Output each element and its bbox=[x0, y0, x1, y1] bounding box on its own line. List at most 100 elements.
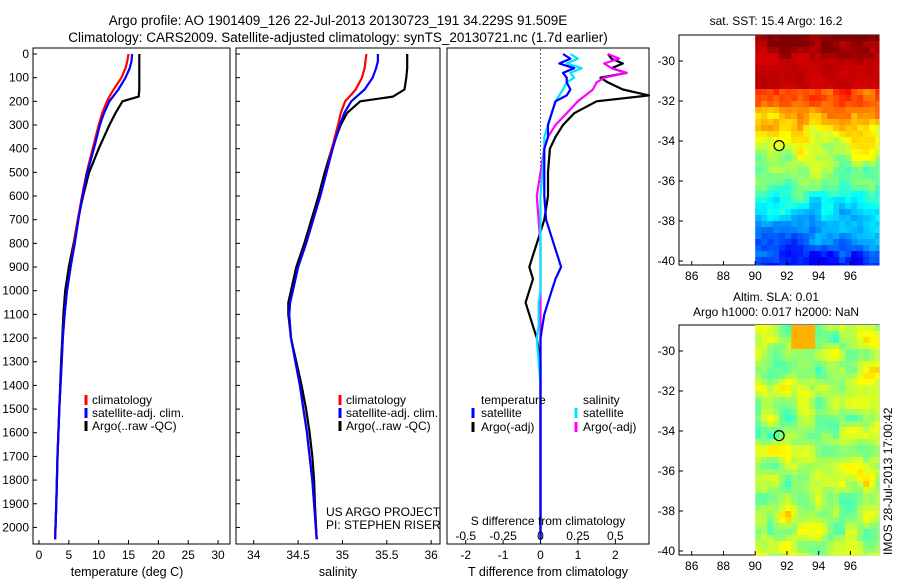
heatmap-cell bbox=[857, 487, 864, 494]
heatmap-cell bbox=[869, 445, 876, 452]
heatmap-cell bbox=[785, 481, 792, 488]
heatmap-cell bbox=[809, 475, 816, 482]
heatmap-cell bbox=[827, 233, 834, 240]
heatmap-cell bbox=[875, 481, 880, 488]
heatmap-cell bbox=[869, 385, 876, 392]
sst-map-title: sat. SST: 15.4 Argo: 16.2 bbox=[710, 14, 843, 28]
heatmap-cell bbox=[767, 403, 774, 410]
heatmap-cell bbox=[863, 403, 870, 410]
heatmap-cell bbox=[779, 397, 786, 404]
heatmap-cell bbox=[767, 125, 774, 132]
heatmap-cell bbox=[791, 227, 798, 234]
heatmap-cell bbox=[875, 517, 880, 524]
heatmap-cell bbox=[803, 343, 810, 350]
heatmap-cell bbox=[755, 523, 762, 530]
heatmap-cell bbox=[851, 251, 858, 258]
heatmap-cell bbox=[821, 439, 828, 446]
heatmap-cell bbox=[863, 227, 870, 234]
heatmap-cell bbox=[761, 481, 768, 488]
heatmap-cell bbox=[809, 245, 816, 252]
heatmap-cell bbox=[869, 361, 876, 368]
heatmap-cell bbox=[857, 451, 864, 458]
heatmap-cell bbox=[857, 385, 864, 392]
argo-salinity-line bbox=[287, 54, 409, 540]
heatmap-cell bbox=[779, 373, 786, 380]
heatmap-cell bbox=[845, 469, 852, 476]
lon-tick-label: 94 bbox=[812, 559, 826, 573]
depth-tick-label: 800 bbox=[9, 236, 29, 250]
heatmap-cell bbox=[779, 379, 786, 386]
heatmap-cell bbox=[857, 535, 864, 542]
heatmap-cell bbox=[827, 35, 834, 42]
heatmap-cell bbox=[869, 71, 876, 78]
heatmap-cell bbox=[839, 445, 846, 452]
heatmap-cell bbox=[845, 239, 852, 246]
heatmap-cell bbox=[809, 463, 816, 470]
sla-map-title-line1: Altim. SLA: 0.01 bbox=[733, 290, 819, 304]
heatmap-cell bbox=[779, 35, 786, 42]
heatmap-cell bbox=[821, 415, 828, 422]
heatmap-cell bbox=[785, 385, 792, 392]
heatmap-cell bbox=[833, 233, 840, 240]
heatmap-cell bbox=[791, 403, 798, 410]
heatmap-cell bbox=[839, 149, 846, 156]
heatmap-cell bbox=[875, 469, 880, 476]
heatmap-cell bbox=[875, 125, 880, 132]
heatmap-cell bbox=[821, 143, 828, 150]
heatmap-cell bbox=[773, 391, 780, 398]
heatmap-cell bbox=[821, 179, 828, 186]
heatmap-cell bbox=[809, 263, 816, 266]
depth-tick-label: 700 bbox=[9, 213, 29, 227]
heatmap-cell bbox=[821, 451, 828, 458]
heatmap-cell bbox=[773, 553, 780, 556]
heatmap-cell bbox=[797, 373, 804, 380]
heatmap-cell bbox=[809, 227, 816, 234]
heatmap-cell bbox=[815, 137, 822, 144]
heatmap-cell bbox=[833, 397, 840, 404]
heatmap-cell bbox=[803, 517, 810, 524]
lat-tick-label: -30 bbox=[658, 54, 676, 68]
heatmap-cell bbox=[839, 65, 846, 72]
heatmap-cell bbox=[827, 101, 834, 108]
heatmap-cell bbox=[803, 143, 810, 150]
heatmap-cell bbox=[791, 77, 798, 84]
heatmap-cell bbox=[779, 391, 786, 398]
heatmap-cell bbox=[803, 523, 810, 530]
satellite-temperature-difference-line bbox=[539, 53, 576, 540]
s-tick-label: -0.25 bbox=[489, 529, 517, 543]
heatmap-cell bbox=[839, 245, 846, 252]
heatmap-cell bbox=[755, 505, 762, 512]
heatmap-cell bbox=[809, 349, 816, 356]
heatmap-cell bbox=[815, 343, 822, 350]
heatmap-cell bbox=[869, 107, 876, 114]
heatmap-cell bbox=[773, 427, 780, 434]
heatmap-cell bbox=[845, 131, 852, 138]
heatmap-cell bbox=[821, 517, 828, 524]
heatmap-cell bbox=[851, 155, 858, 162]
heatmap-cell bbox=[791, 541, 798, 548]
heatmap-cell bbox=[761, 421, 768, 428]
heatmap-cell bbox=[815, 245, 822, 252]
heatmap-cell bbox=[791, 143, 798, 150]
heatmap-cell bbox=[815, 355, 822, 362]
heatmap-cell bbox=[863, 343, 870, 350]
heatmap-cell bbox=[821, 481, 828, 488]
heatmap-cell bbox=[761, 469, 768, 476]
heatmap-cell bbox=[755, 95, 762, 102]
heatmap-cell bbox=[833, 529, 840, 536]
heatmap-cell bbox=[833, 355, 840, 362]
heatmap-cell bbox=[773, 349, 780, 356]
heatmap-cell bbox=[839, 101, 846, 108]
heatmap-cell bbox=[839, 469, 846, 476]
heatmap-cell bbox=[791, 173, 798, 180]
heatmap-cell bbox=[773, 233, 780, 240]
heatmap-cell bbox=[797, 457, 804, 464]
heatmap-cell bbox=[827, 107, 834, 114]
heatmap-cell bbox=[857, 209, 864, 216]
heatmap-cell bbox=[785, 233, 792, 240]
heatmap-cell bbox=[827, 245, 834, 252]
heatmap-cell bbox=[851, 197, 858, 204]
heatmap-cell bbox=[857, 397, 864, 404]
heatmap-cell bbox=[767, 203, 774, 210]
heatmap-cell bbox=[827, 487, 834, 494]
